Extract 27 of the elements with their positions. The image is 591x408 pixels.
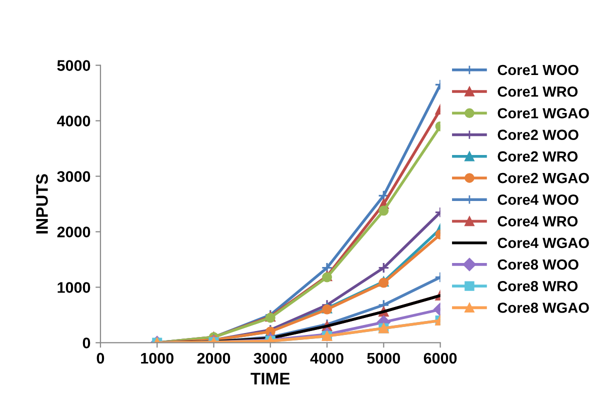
y-tick-label: 4000 (56, 116, 90, 126)
legend-label: Core8 WGAO (498, 302, 589, 313)
x-tick-label: 6000 (424, 352, 457, 364)
x-tick-label: 5000 (367, 352, 400, 364)
legend-label: Core1 WRO (498, 86, 578, 97)
legend-label: Core4 WGAO (498, 238, 589, 248)
legend-label: Core2 WGAO (498, 172, 589, 184)
x-tick-label: 4000 (310, 352, 344, 364)
x-tick-label: 3000 (254, 352, 287, 364)
x-axis-title: TIME (250, 372, 290, 384)
legend-label: Core8 WRO (498, 280, 578, 292)
legend-label: Core1 WGAO (498, 108, 589, 118)
legend-label: Core1 WOO (498, 64, 578, 76)
y-tick-label: 2000 (57, 226, 90, 238)
y-axis-title: INPUTS (36, 174, 48, 234)
y-tick-label: 0 (82, 338, 90, 348)
legend-label: Core2 WOO (498, 130, 578, 140)
legend-label: Core4 WRO (498, 216, 578, 226)
x-tick-label: 2000 (197, 352, 230, 364)
x-tick-label: 0 (96, 352, 104, 364)
legend-label: Core4 WOO (498, 194, 578, 205)
y-tick-label: 3000 (57, 171, 90, 182)
y-tick-label: 5000 (57, 60, 90, 71)
legend-label: Core2 WRO (498, 151, 578, 162)
x-tick-label: 1000 (141, 352, 174, 364)
legend-label: Core8 WOO (498, 259, 578, 270)
y-tick-label: 1000 (58, 282, 90, 293)
